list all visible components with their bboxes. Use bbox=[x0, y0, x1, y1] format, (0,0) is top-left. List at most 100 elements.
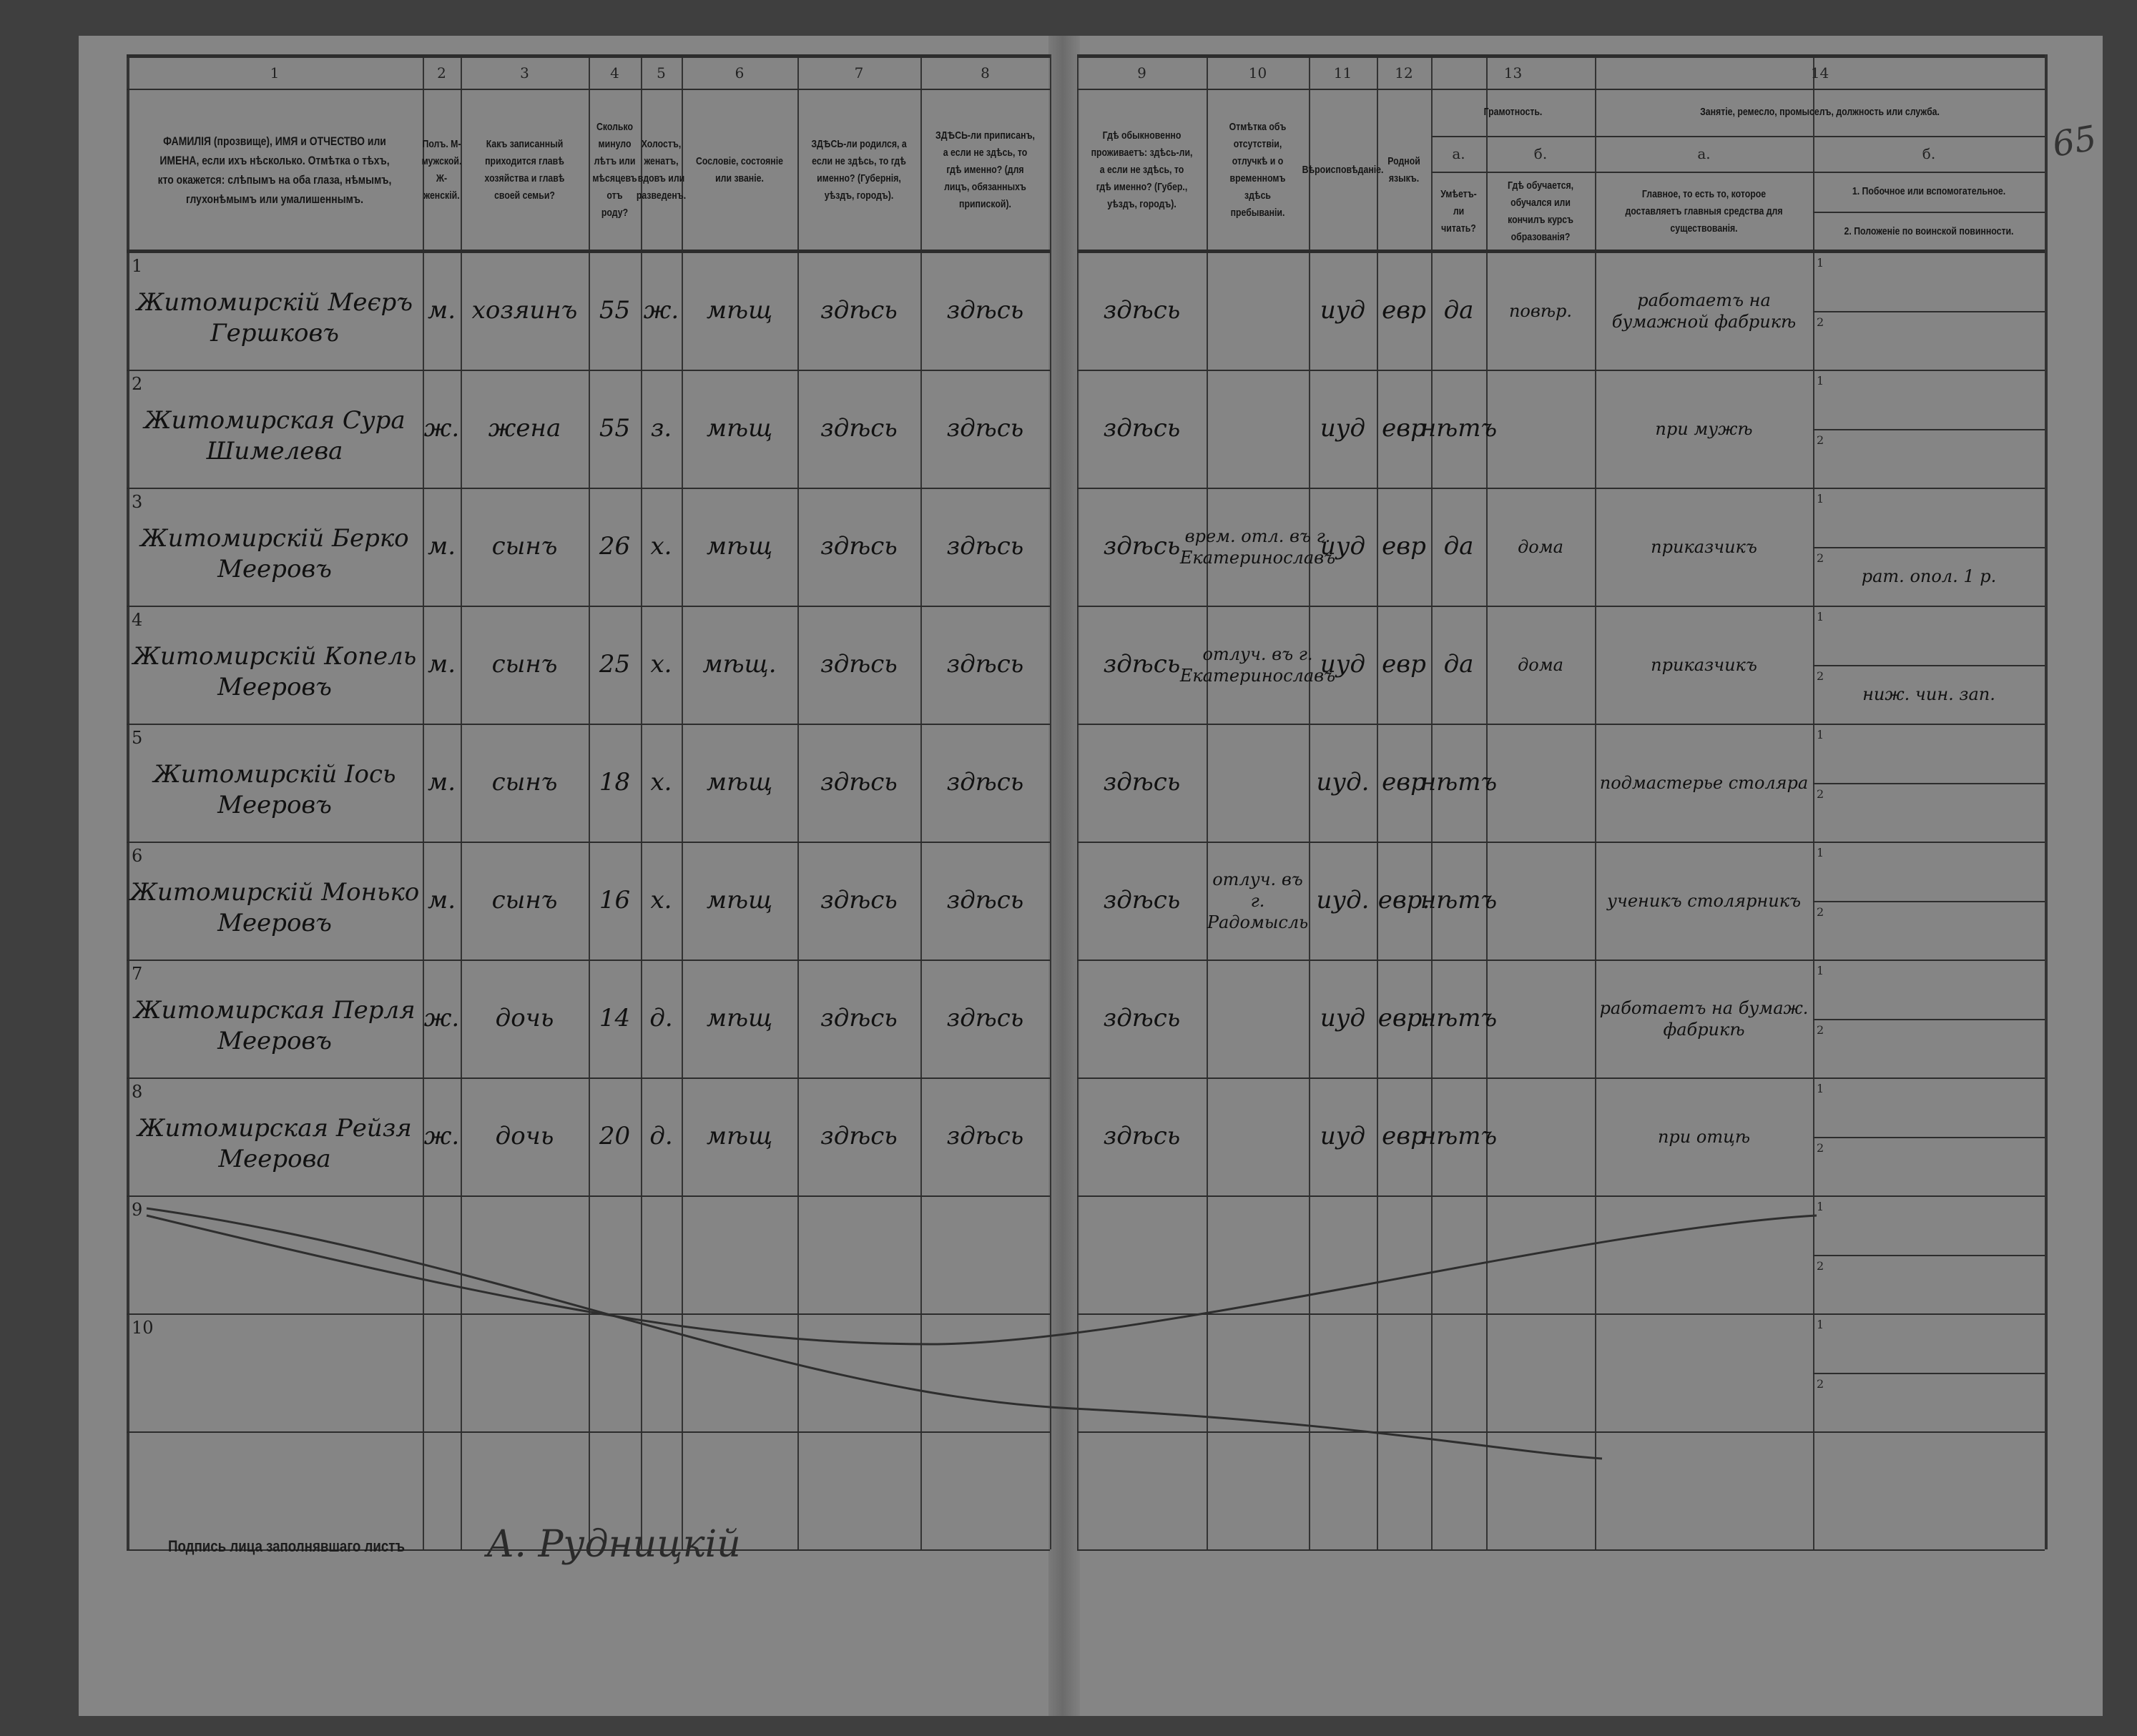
entry-c13a: да bbox=[1431, 252, 1486, 370]
entry-c4: 20 bbox=[589, 1077, 641, 1195]
entry-c4: 25 bbox=[589, 606, 641, 724]
entry-c5: з. bbox=[641, 370, 682, 488]
row-number: 1 bbox=[132, 256, 142, 276]
entry-c11: иуд bbox=[1309, 1077, 1377, 1195]
header-literacy-title: Грамотность. bbox=[1446, 89, 1581, 136]
row-number-text: 6 bbox=[132, 846, 143, 866]
entry-c7: здѣсь bbox=[797, 960, 920, 1077]
entry-c9: здѣсь bbox=[1077, 370, 1207, 488]
entry-c14a: работаетъ на бумаж. фабрикѣ bbox=[1595, 960, 1813, 1077]
subline-label-1-text: 1 bbox=[1817, 1318, 1824, 1331]
entry-c6: мѣщ bbox=[682, 724, 797, 842]
subline-label-2: 2 bbox=[1817, 669, 1824, 683]
subline-label-2-text: 2 bbox=[1817, 904, 1824, 919]
row-divider bbox=[127, 1077, 1050, 1079]
header-c12-text: Родной языкъ. bbox=[1387, 155, 1420, 184]
row-number: 9 bbox=[132, 1200, 142, 1220]
header-bottom-border bbox=[127, 250, 1050, 253]
column-number-c6: 6 bbox=[682, 57, 797, 89]
sub-divider bbox=[1813, 664, 2045, 666]
sub-divider bbox=[1813, 428, 2045, 430]
column-number-c9: 9 bbox=[1077, 57, 1207, 89]
row-divider bbox=[1077, 1431, 2045, 1433]
entry-c5: ж. bbox=[641, 252, 682, 370]
header-14a-letter: а. bbox=[1595, 136, 1813, 172]
header-c14a-text: Главное, то есть то, которое доставляетъ… bbox=[1625, 188, 1783, 235]
row-divider bbox=[127, 1195, 1050, 1197]
header-c8: ЗДѢСЬ-ли приписанъ, а если не здѣсь, то … bbox=[932, 89, 1038, 252]
entry-c3: дочь bbox=[461, 960, 589, 1077]
header-bottom-border bbox=[1077, 250, 2045, 253]
entry-c11-text: иуд bbox=[1320, 532, 1366, 561]
subline-label-2-text: 2 bbox=[1817, 1376, 1824, 1391]
row-divider bbox=[1077, 842, 2045, 843]
row-number-text: 7 bbox=[132, 964, 143, 984]
entry-c4-text: 20 bbox=[599, 1122, 631, 1151]
entry-c8-text: здѣсь bbox=[946, 1122, 1024, 1151]
column-number-c8-text: 8 bbox=[981, 64, 990, 82]
entry-c7: здѣсь bbox=[797, 488, 920, 606]
subline-label-2-text: 2 bbox=[1817, 551, 1824, 565]
entry-c5-text: ж. bbox=[643, 296, 679, 325]
entry-c12-text: евр bbox=[1382, 296, 1426, 325]
entry-c12-text: евр bbox=[1382, 532, 1426, 561]
entry-c14a-text: приказчикъ bbox=[1651, 536, 1757, 557]
entry-c13a-text: да bbox=[1443, 532, 1474, 561]
entry-c13a-text: да bbox=[1443, 296, 1474, 325]
entry-c2: м. bbox=[423, 842, 461, 960]
header-13a-letter-text: а. bbox=[1452, 145, 1465, 162]
column-divider bbox=[589, 54, 590, 1549]
entry-c4-text: 26 bbox=[599, 532, 631, 561]
entry-c4-text: 55 bbox=[599, 414, 631, 443]
entry-c2: ж. bbox=[423, 960, 461, 1077]
sub-divider bbox=[1813, 310, 2045, 312]
entry-c14a: приказчикъ bbox=[1595, 606, 1813, 724]
column-number-c13: 13 bbox=[1431, 57, 1595, 89]
entry-c4: 55 bbox=[589, 370, 641, 488]
subline-label-1: 1 bbox=[1817, 492, 1824, 505]
entry-c1: Житомирская Перля Мееровъ bbox=[127, 974, 423, 1077]
entry-c9-text: здѣсь bbox=[1103, 768, 1181, 797]
entry-c2: м. bbox=[423, 724, 461, 842]
page-number-mark: 65 bbox=[2049, 118, 2100, 165]
column-number-c7-text: 7 bbox=[854, 64, 864, 82]
entry-c14b-2-text: ниж. чин. зап. bbox=[1862, 684, 1995, 704]
entry-c14a: при отцѣ bbox=[1595, 1077, 1813, 1195]
header-c1-text: ФАМИЛІЯ (прозвище), ИМЯ и ОТЧЕСТВО или И… bbox=[157, 134, 392, 207]
row-number: 10 bbox=[132, 1318, 154, 1338]
sub-column-divider bbox=[1486, 136, 1488, 172]
header-occupation-title-text: Занятіе, ремесло, промыселъ, должность и… bbox=[1700, 106, 1940, 118]
column-number-c1-text: 1 bbox=[270, 64, 280, 82]
entry-c14b-2-text: рат. опол. 1 р. bbox=[1861, 566, 1997, 586]
column-divider bbox=[461, 54, 462, 1549]
entry-c2-text: м. bbox=[428, 532, 456, 561]
column-number-divider bbox=[127, 89, 1050, 90]
entry-c8: здѣсь bbox=[920, 724, 1050, 842]
entry-c7-text: здѣсь bbox=[820, 1004, 898, 1033]
entry-c3: сынъ bbox=[461, 842, 589, 960]
entry-c2: ж. bbox=[423, 1077, 461, 1195]
column-divider bbox=[1595, 54, 1596, 1549]
subline-label-1-text: 1 bbox=[1817, 374, 1824, 388]
entry-c13a: нѣтъ bbox=[1420, 842, 1497, 960]
entry-c3-text: сынъ bbox=[491, 650, 558, 679]
entry-c10-text: отлуч. въ г. Екатеринославъ bbox=[1179, 643, 1336, 686]
entry-c3: сынъ bbox=[461, 606, 589, 724]
entry-c13a-text: нѣтъ bbox=[1420, 1004, 1498, 1033]
header-c13a-text: Умѣетъ-ли читать? bbox=[1440, 188, 1477, 235]
header-border bbox=[127, 54, 1050, 58]
column-divider bbox=[1050, 54, 1051, 1549]
subline-label-2: 2 bbox=[1817, 433, 1824, 447]
entry-c9: здѣсь bbox=[1077, 960, 1207, 1077]
row-divider bbox=[127, 1313, 1050, 1315]
entry-c6-text: мѣщ bbox=[706, 886, 773, 915]
entry-c4: 55 bbox=[589, 252, 641, 370]
entry-c6: мѣщ bbox=[682, 960, 797, 1077]
entry-c13a-text: нѣтъ bbox=[1420, 768, 1498, 797]
entry-c14a-text: подмастерье столяра bbox=[1599, 772, 1809, 793]
header-13b-letter: б. bbox=[1486, 136, 1595, 172]
entry-c5-text: д. bbox=[649, 1004, 673, 1033]
subline-label-1-text: 1 bbox=[1817, 846, 1824, 859]
column-number-divider bbox=[1077, 89, 2045, 90]
